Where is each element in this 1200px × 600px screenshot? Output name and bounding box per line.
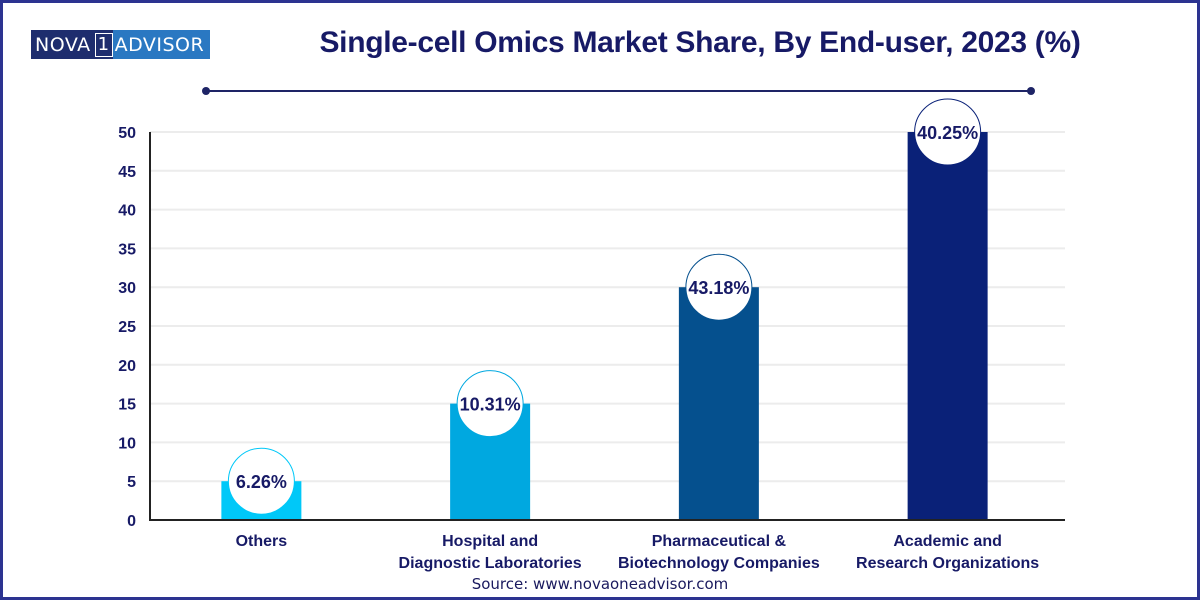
logo-text-nova: NOVA (35, 33, 91, 56)
logo-text-advisor: ADVISOR (114, 33, 205, 56)
source-note: Source: www.novaoneadvisor.com (471, 575, 729, 593)
x-tick-label: Academic and (893, 533, 1001, 550)
y-tick-label: 50 (118, 125, 136, 142)
brand-logo: NOVA 1 ADVISOR (31, 30, 211, 59)
x-axis-ticks: Others Hospital and Diagnostic Laboratorie… (236, 533, 1040, 572)
data-label: 6.26% (236, 472, 287, 492)
title-divider (202, 87, 1035, 95)
y-tick-label: 30 (118, 280, 136, 297)
y-tick-label: 10 (118, 435, 136, 452)
y-tick-label: 0 (127, 513, 136, 530)
bar (678, 287, 759, 520)
y-tick-label: 40 (118, 203, 136, 220)
data-label: 43.18% (688, 278, 749, 298)
y-tick-label: 45 (118, 164, 136, 181)
y-axis-ticks: 0 5 10 15 20 25 30 35 40 45 50 (118, 125, 136, 530)
y-tick-label: 35 (118, 241, 136, 258)
y-tick-label: 20 (118, 358, 136, 375)
logo-text-one: 1 (94, 32, 113, 57)
x-tick-label: Research Organizations (856, 555, 1039, 572)
x-tick-label: Pharmaceutical & (652, 533, 787, 550)
chart-title: Single-cell Omics Market Share, By End-u… (319, 26, 1081, 59)
data-label-circle (914, 98, 982, 166)
logo-right: ADVISOR (112, 30, 211, 59)
logo-left: NOVA 1 (31, 30, 113, 59)
x-tick-label: Hospital and (442, 533, 538, 550)
data-label: 10.31% (460, 395, 521, 415)
data-label-circle (685, 253, 753, 321)
data-label: 40.25% (917, 123, 978, 143)
divider-dot-left (202, 87, 210, 95)
y-tick-label: 15 (118, 397, 136, 414)
y-tick-label: 25 (118, 319, 136, 336)
bar (907, 132, 988, 520)
x-tick-label: Diagnostic Laboratories (399, 555, 582, 572)
y-tick-label: 5 (127, 474, 136, 491)
data-label-circle (456, 370, 524, 438)
x-tick-label: Biotechnology Companies (618, 555, 820, 572)
data-label-circle (227, 447, 295, 515)
data-labels: 6.26% 10.31% 43.18% 40.25% (227, 98, 982, 515)
x-tick-label: Others (236, 533, 288, 550)
divider-dot-right (1027, 87, 1035, 95)
